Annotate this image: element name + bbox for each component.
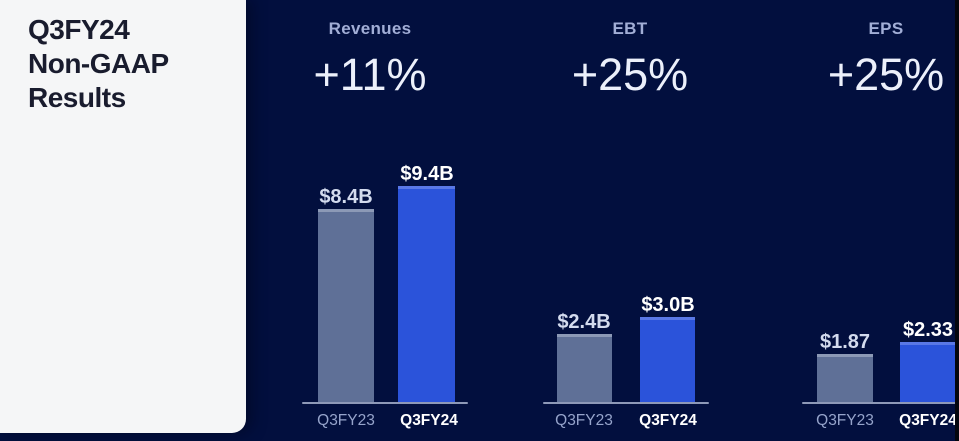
category-label-eps-q3fy24: Q3FY24 (899, 412, 957, 429)
category-label-eps-q3fy23: Q3FY23 (816, 412, 874, 429)
value-label-revenues-q3fy24: $9.4B (400, 163, 454, 185)
bar-revenues-q3fy24 (398, 186, 455, 402)
bar-revenues-q3fy23 (318, 209, 374, 402)
slide-frame-edge (955, 0, 959, 441)
axis-baseline-ebt (543, 402, 709, 404)
pct-change-ebt: +25% (571, 49, 689, 100)
bar-eps-q3fy24 (900, 342, 956, 402)
pct-change-eps: +25% (827, 49, 945, 100)
value-label-ebt-q3fy23: $2.4B (557, 311, 611, 333)
category-label-revenues-q3fy23: Q3FY23 (317, 412, 375, 429)
bar-ebt-q3fy23 (557, 334, 612, 402)
page-title-line-2: Non-GAAP (28, 48, 169, 79)
bar-ebt-q3fy24 (640, 317, 695, 402)
pct-change-revenues: +11% (313, 49, 427, 100)
value-label-ebt-q3fy24: $3.0B (641, 294, 695, 316)
category-label-revenues-q3fy24: Q3FY24 (400, 412, 458, 429)
chart-title-ebt: EBT (612, 19, 648, 38)
bar-eps-q3fy23 (817, 354, 873, 402)
category-label-ebt-q3fy23: Q3FY23 (555, 412, 613, 429)
value-label-eps-q3fy23: $1.87 (819, 331, 871, 353)
value-label-eps-q3fy24: $2.33 (902, 319, 954, 341)
axis-baseline-eps (802, 402, 959, 404)
title-card: Q3FY24 Non-GAAP Results (0, 0, 246, 433)
value-label-revenues-q3fy23: $8.4B (319, 186, 373, 208)
axis-baseline-revenues (302, 402, 468, 404)
page-title-line-1: Q3FY24 (28, 14, 130, 45)
chart-title-eps: EPS (868, 19, 904, 38)
page-title: Q3FY24 Non-GAAP Results (28, 13, 169, 115)
page-title-line-3: Results (28, 82, 126, 113)
category-label-ebt-q3fy24: Q3FY24 (639, 412, 697, 429)
chart-title-revenues: Revenues (328, 19, 412, 38)
